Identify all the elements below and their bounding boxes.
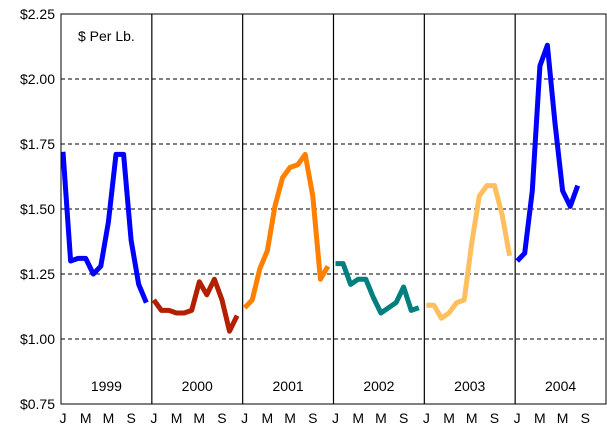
year-label: 2004 [545,378,576,394]
series-line-2004 [515,42,581,263]
y-tick-label: $2.25 [20,6,55,22]
month-tick-label: M [171,410,183,426]
series-line-1999 [60,151,149,304]
year-label: 2001 [273,378,304,394]
month-tick-label: S [490,410,499,426]
y-tick-label: $2.00 [20,71,55,87]
month-tick-label: J [423,410,430,426]
month-tick-label: M [352,410,364,426]
year-label: 1999 [91,378,122,394]
year-dividers [151,14,516,404]
month-tick-label: J [514,410,521,426]
month-tick-label: S [217,410,226,426]
y-tick-label: $1.75 [20,136,55,152]
y-tick-label: $1.50 [20,201,55,217]
year-label: 2000 [182,378,213,394]
month-tick-label: M [193,410,205,426]
y-axis-labels: $0.75 $1.00 $1.25 $1.50 $1.75 $2.00 $2.25 [20,6,55,412]
plot-frame [60,13,607,405]
month-tick-label: J [150,410,157,426]
month-tick-label: M [262,410,274,426]
month-tick-label: M [103,410,115,426]
y-tick-label: $1.25 [20,266,55,282]
month-tick-label: S [399,410,408,426]
month-tick-label: M [466,410,478,426]
month-tick-label: M [534,410,546,426]
month-tick-label: J [60,410,67,426]
series-line-2000 [151,276,240,334]
month-tick-label: M [375,410,387,426]
month-tick-label: J [332,410,339,426]
year-label: 2002 [363,378,394,394]
month-tick-label: M [80,410,92,426]
series-line-2002 [335,261,420,316]
y-tick-label: $0.75 [20,396,55,412]
y-tick-label: $1.00 [20,331,55,347]
series-line-2001 [242,151,331,310]
month-tick-label: S [308,410,317,426]
month-tick-label: S [126,410,135,426]
data-series [60,42,581,334]
month-tick-label: M [443,410,455,426]
unit-label: $ Per Lb. [78,28,135,44]
year-labels: 1999 2000 2001 2002 2003 2004 [91,378,577,394]
year-label: 2003 [454,378,485,394]
month-tick-label: M [284,410,296,426]
month-tick-label: M [557,410,569,426]
month-tick-label: J [241,410,248,426]
series-line-2003 [426,183,513,321]
month-tick-label: S [581,410,590,426]
